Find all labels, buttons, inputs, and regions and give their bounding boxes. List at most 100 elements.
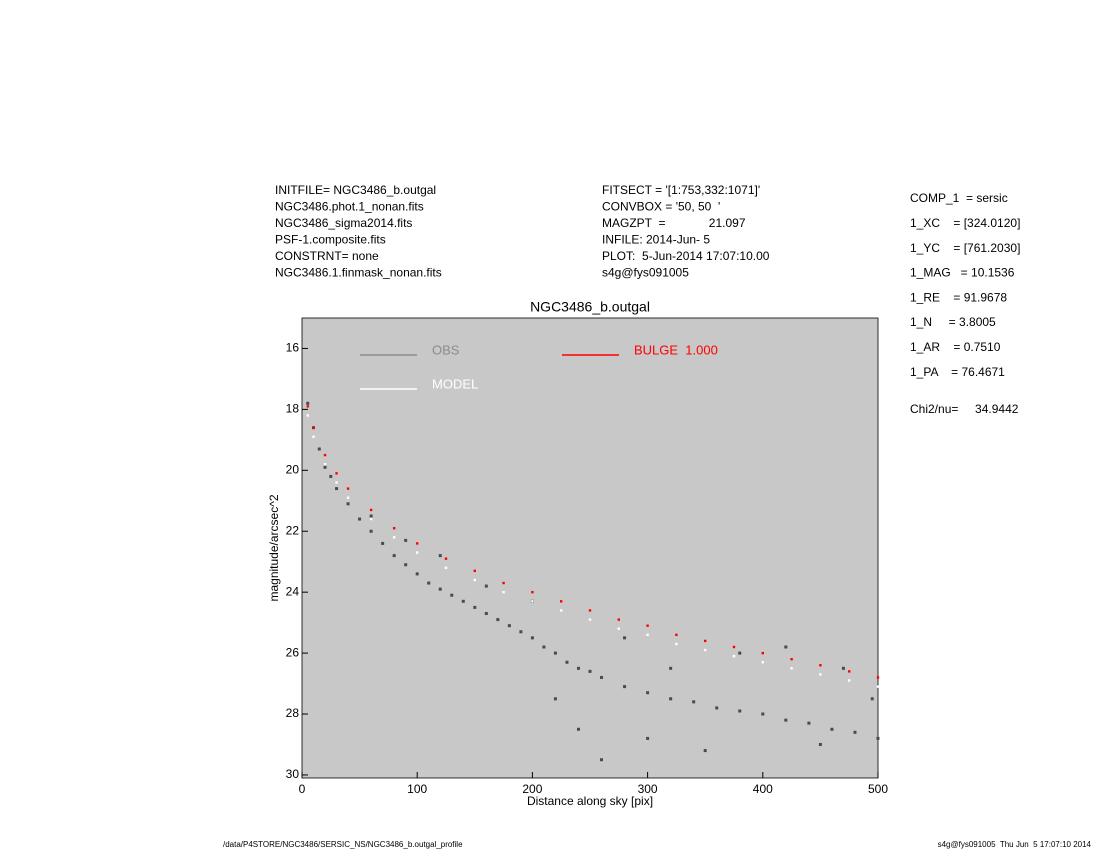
header-left-line: PSF-1.composite.fits [275,233,386,247]
data-point [818,742,822,746]
data-point [761,712,765,716]
data-point [306,401,310,405]
y-axis-label: magnitude/arcsec^2 [267,494,281,601]
data-point [790,657,793,661]
data-point [732,645,736,649]
chart-title: NGC3486_b.outgal [530,299,650,315]
data-point [600,675,604,679]
data-point [732,654,736,658]
x-tick-label: 300 [638,782,658,796]
y-tick-label: 22 [286,523,300,537]
data-point [507,624,511,628]
footer-path: /data/P4STORE/NGC3486/SERSIC_NS/NGC3486_… [223,840,463,849]
data-point [415,572,419,576]
data-point [646,633,649,637]
data-point [392,554,396,558]
data-point [675,642,678,646]
header-middle-line: FITSECT = '[1:753,332:1071]' [602,183,760,197]
data-point [369,529,373,533]
x-tick-label: 200 [522,782,542,796]
y-tick-label: 28 [286,706,300,720]
data-point [790,667,793,670]
data-point [830,727,834,731]
data-point [519,630,523,634]
data-point [381,541,385,545]
legend-label: MODEL [432,376,478,391]
data-point [669,697,673,701]
data-point [876,685,880,688]
header-middle-line: MAGZPT = 21.097 [602,216,746,230]
data-point [444,557,448,560]
data-point [565,660,569,664]
param-line: COMP_1 = sersic [910,191,1008,205]
y-tick-label: 16 [286,341,300,355]
data-point [715,706,719,710]
data-point [588,669,592,673]
header-left-line: INITFILE= NGC3486_b.outgal [275,183,436,197]
data-point [473,578,476,582]
x-tick-label: 0 [299,782,306,796]
data-point [531,600,534,603]
data-point [335,472,338,475]
data-point [553,651,557,655]
y-tick-label: 20 [286,462,300,476]
data-point [392,526,396,530]
data-point [346,502,350,506]
data-point [646,691,650,695]
data-point [323,453,327,457]
legend-label: BULGE 1.000 [634,342,718,357]
data-point [848,670,851,673]
data-point [450,593,454,597]
data-point [306,414,309,417]
data-point [560,609,563,612]
legend-label: OBS [432,342,460,357]
data-point [502,590,505,594]
data-point [588,609,592,612]
chi2: Chi2/nu= 34.9442 [910,402,1019,416]
data-point [646,736,650,740]
data-point [473,569,476,573]
data-point [496,618,500,622]
data-point [738,651,742,655]
y-tick-label: 24 [286,584,300,598]
param-line: 1_YC = [761.2030] [910,241,1020,255]
header-middle-line: s4g@fys091005 [602,266,689,280]
data-point [703,749,707,753]
data-point [819,673,822,676]
data-point [807,721,811,725]
data-point [346,487,350,490]
x-tick-label: 100 [407,782,427,796]
x-axis-label: Distance along sky [pix] [527,794,653,808]
data-point [576,666,580,670]
param-line: 1_XC = [324.0120] [910,216,1020,230]
data-point [444,566,448,570]
data-point [704,648,707,652]
param-line: 1_PA = 76.4671 [910,365,1005,379]
data-point [416,542,419,545]
data-point [530,636,534,640]
data-point [461,599,465,603]
y-tick-label: 26 [286,645,300,659]
data-point [312,435,315,439]
data-point [358,517,362,521]
data-point [870,697,874,701]
data-point [323,465,327,469]
x-tick-label: 400 [753,782,773,796]
param-line: 1_AR = 0.7510 [910,340,1001,354]
data-point [369,514,373,518]
data-point [617,627,620,630]
data-point [416,551,419,554]
data-point [623,685,627,689]
data-point [306,405,309,408]
data-point [761,661,764,664]
data-point [438,554,442,558]
data-point [542,645,546,649]
y-tick-label: 18 [286,402,300,416]
header-middle-line: PLOT: 5-Jun-2014 17:07:10.00 [602,249,770,263]
data-point [404,563,408,567]
data-point [784,645,788,649]
footer-stamp: s4g@fys091005 Thu Jun 5 17:07:10 2014 [938,840,1092,849]
data-point [841,666,845,670]
data-point [617,618,620,621]
